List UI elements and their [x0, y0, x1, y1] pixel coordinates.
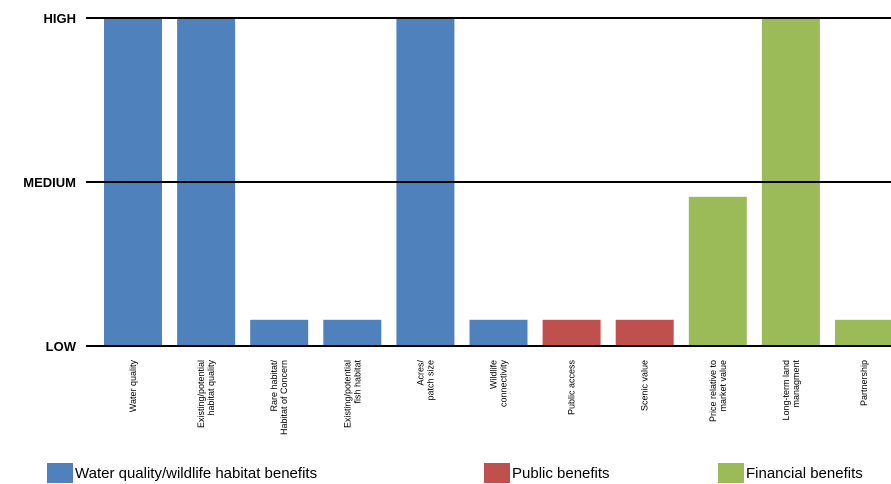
legend-label-1: Public benefits — [512, 464, 610, 482]
bar-5 — [469, 319, 528, 346]
x-tick-label-1-line-0: Existing/potential — [196, 360, 206, 428]
x-tick-label-9-line-1: managment — [791, 360, 801, 408]
x-tick-label-10-line-0: Partnership — [859, 360, 869, 406]
x-tick-label-0-line-0: Water quality — [128, 360, 138, 413]
legend-label-0: Water quality/wildlife habitat benefits — [75, 464, 318, 482]
y-tick-label-high: HIGH — [44, 11, 77, 26]
legend-swatch-0 — [47, 463, 73, 483]
x-tick-label-9-line-0: Long-term land — [781, 360, 791, 421]
legend-swatch-1 — [484, 463, 510, 483]
x-tick-label-3-line-1: fish habitat — [352, 360, 362, 404]
chart-legend: Water quality/wildlife habitat benefits P… — [0, 462, 891, 484]
bar-10 — [835, 319, 891, 346]
bar-6 — [542, 319, 601, 346]
x-tick-label-4-line-1: patch size — [425, 360, 435, 401]
x-tick-label-7-line-0: Scenic value — [640, 360, 650, 411]
x-tick-label-1-line-1: habitat quality — [206, 360, 216, 416]
x-tick-label-8-line-1: market value — [718, 360, 728, 412]
bar-2 — [250, 319, 309, 346]
bar-8 — [688, 196, 747, 346]
bar-3 — [323, 319, 382, 346]
legend-item-1: Public benefits — [484, 462, 610, 484]
bar-7 — [615, 319, 674, 346]
legend-item-2: Financial benefits — [718, 462, 863, 484]
y-tick-label-low: LOW — [46, 339, 77, 354]
bar-chart: LOW MEDIUM HIGH Water quality Existing/poten… — [23, 11, 891, 435]
legend-label-2: Financial benefits — [746, 464, 863, 482]
legend-item-0: Water quality/wildlife habitat benefits — [47, 462, 317, 484]
x-tick-label-5-line-0: Wildlife — [489, 360, 499, 389]
y-tick-label-medium: MEDIUM — [23, 175, 76, 190]
x-tick-label-4-line-0: Acres/ — [415, 360, 425, 386]
x-tick-label-6-line-0: Public access — [567, 360, 577, 416]
x-tick-label-2-line-1: Habitat of Concern — [279, 360, 289, 435]
x-tick-label-3-line-0: Existing/potential — [342, 360, 352, 428]
x-tick-label-2-line-0: Rare habitat/ — [269, 360, 279, 412]
x-tick-label-5-line-1: connectivity — [499, 360, 509, 408]
legend-swatch-2 — [718, 463, 744, 483]
x-tick-label-8-line-0: Price relative to — [708, 360, 718, 422]
